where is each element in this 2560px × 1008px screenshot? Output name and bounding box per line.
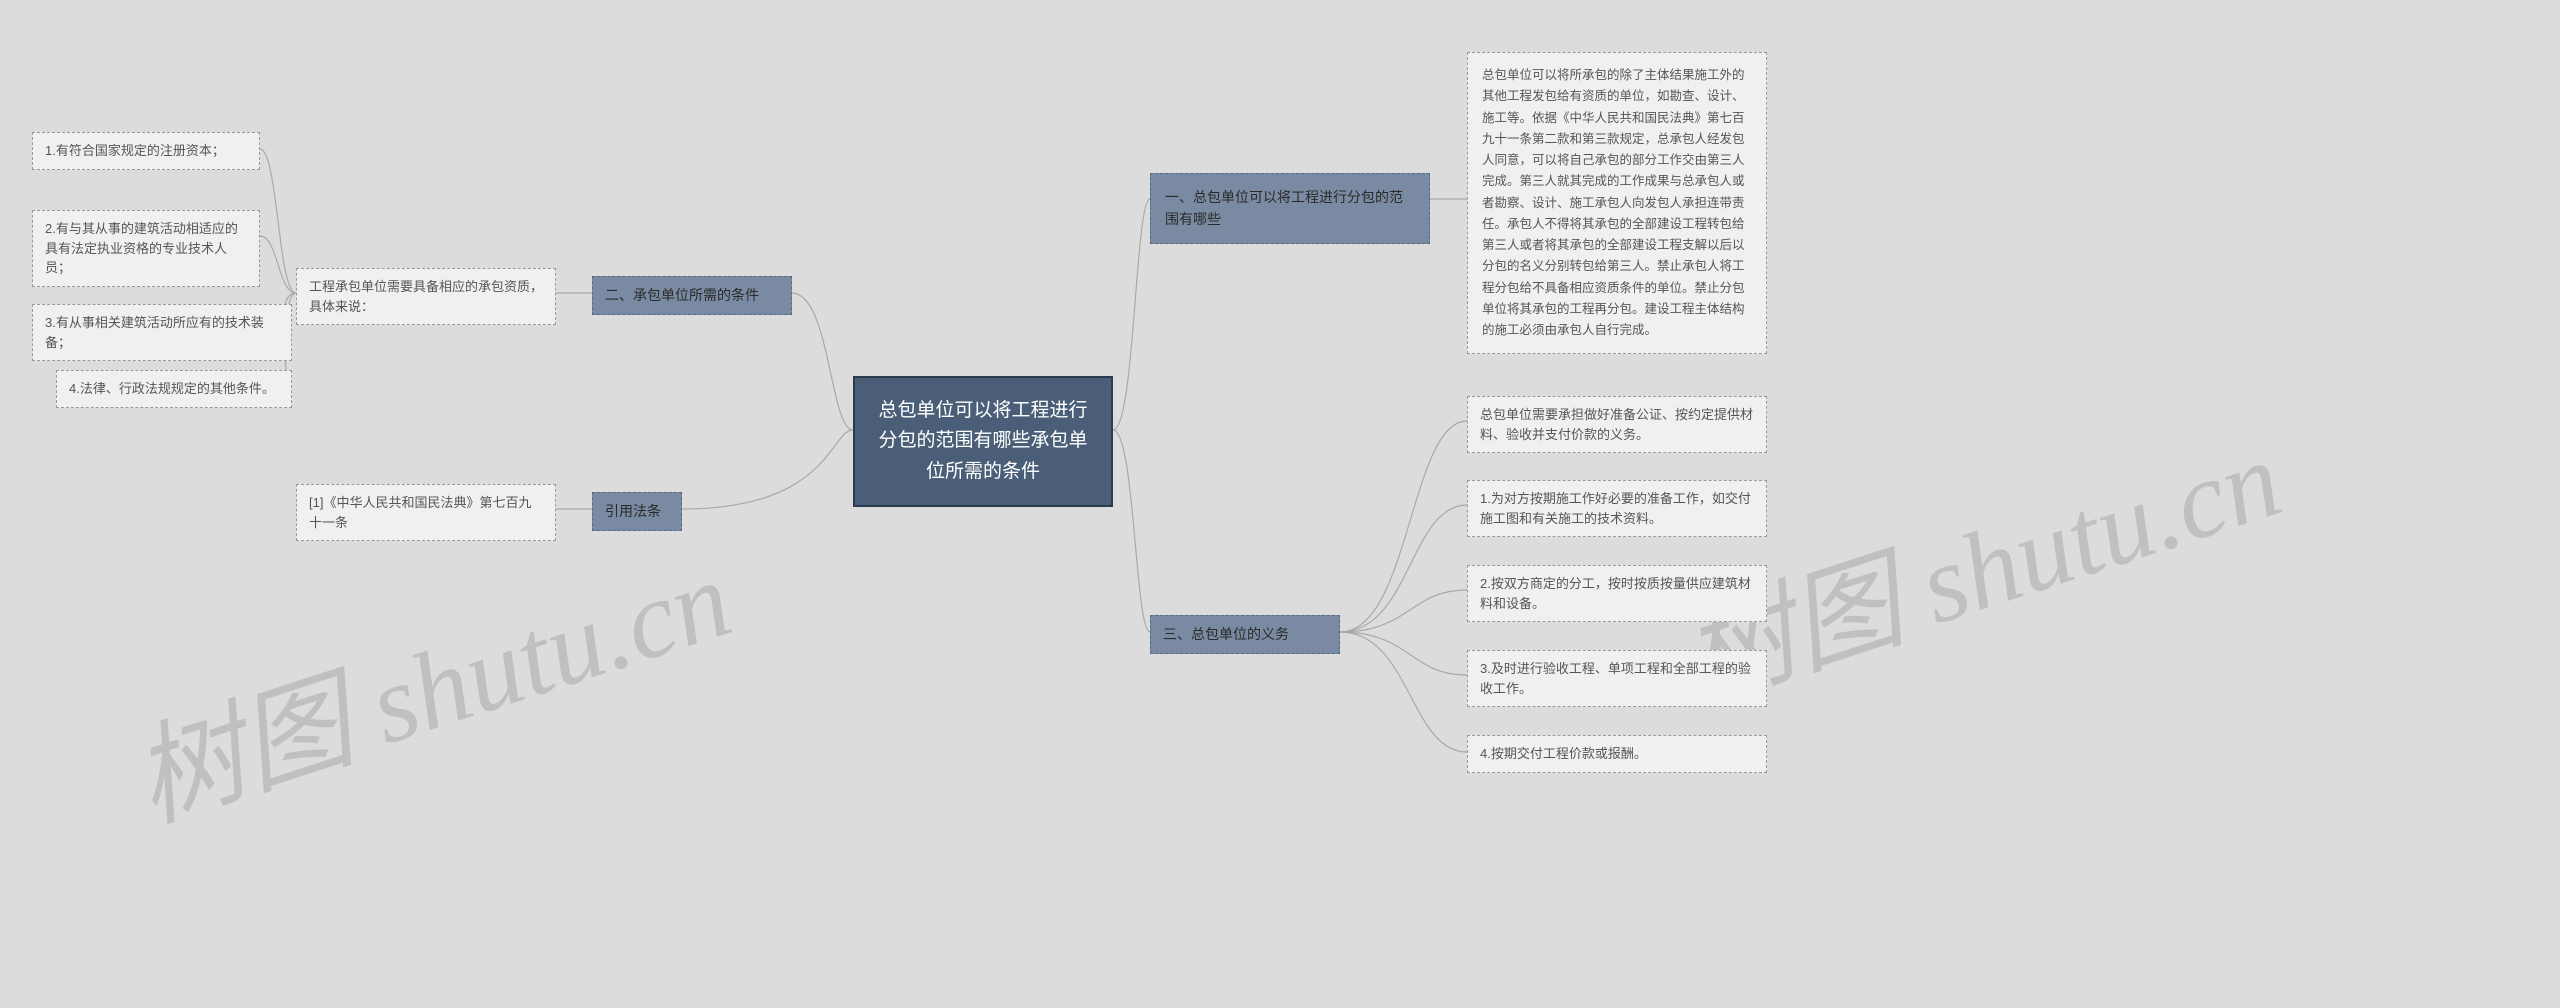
leaf-r3-2-text: 2.按双方商定的分工，按时按质按量供应建筑材料和设备。 xyxy=(1480,576,1751,611)
branch-lref: 引用法条 xyxy=(592,492,682,531)
leaf-lref-1-text: [1]《中华人民共和国民法典》第七百九十一条 xyxy=(309,495,531,530)
leaf-r3-3: 3.及时进行验收工程、单项工程和全部工程的验收工作。 xyxy=(1467,650,1767,707)
leaf-r3-0-text: 总包单位需要承担做好准备公证、按约定提供材料、验收并支付价款的义务。 xyxy=(1480,407,1753,442)
leaf-r3-1-text: 1.为对方按期施工作好必要的准备工作，如交付施工图和有关施工的技术资料。 xyxy=(1480,491,1751,526)
leaf-l2-1: 1.有符合国家规定的注册资本； xyxy=(32,132,260,170)
root-text: 总包单位可以将工程进行 分包的范围有哪些承包单 位所需的条件 xyxy=(878,400,1087,482)
branch-r3: 三、总包单位的义务 xyxy=(1150,615,1340,654)
leaf-r3-4-text: 4.按期交付工程价款或报酬。 xyxy=(1480,746,1647,761)
branch-l2-label: 二、承包单位所需的条件 xyxy=(605,287,759,303)
leaf-l2-3: 3.有从事相关建筑活动所应有的技术装备； xyxy=(32,304,292,361)
branch-r1-label: 一、总包单位可以将工程进行分包的范围有哪些 xyxy=(1165,189,1403,227)
leaf-r1-1-text: 总包单位可以将所承包的除了主体结果施工外的其他工程发包给有资质的单位，如勘查、设… xyxy=(1482,68,1745,337)
leaf-r1-1: 总包单位可以将所承包的除了主体结果施工外的其他工程发包给有资质的单位，如勘查、设… xyxy=(1467,52,1767,354)
leaf-lref-1: [1]《中华人民共和国民法典》第七百九十一条 xyxy=(296,484,556,541)
leaf-l2-2: 2.有与其从事的建筑活动相适应的具有法定执业资格的专业技术人员； xyxy=(32,210,260,287)
leaf-l2-mid: 工程承包单位需要具备相应的承包资质，具体来说： xyxy=(296,268,556,325)
leaf-r3-1: 1.为对方按期施工作好必要的准备工作，如交付施工图和有关施工的技术资料。 xyxy=(1467,480,1767,537)
leaf-l2-mid-text: 工程承包单位需要具备相应的承包资质，具体来说： xyxy=(309,279,543,314)
leaf-l2-4: 4.法律、行政法规规定的其他条件。 xyxy=(56,370,292,408)
branch-r3-label: 三、总包单位的义务 xyxy=(1163,626,1289,642)
branch-lref-label: 引用法条 xyxy=(605,503,661,519)
branch-l2: 二、承包单位所需的条件 xyxy=(592,276,792,315)
leaf-r3-3-text: 3.及时进行验收工程、单项工程和全部工程的验收工作。 xyxy=(1480,661,1751,696)
branch-r1: 一、总包单位可以将工程进行分包的范围有哪些 xyxy=(1150,173,1430,244)
watermark-1: 树图 shutu.cn xyxy=(110,509,746,852)
leaf-l2-3-text: 3.有从事相关建筑活动所应有的技术装备； xyxy=(45,315,264,350)
leaf-l2-2-text: 2.有与其从事的建筑活动相适应的具有法定执业资格的专业技术人员； xyxy=(45,221,238,275)
leaf-r3-4: 4.按期交付工程价款或报酬。 xyxy=(1467,735,1767,773)
leaf-r3-0: 总包单位需要承担做好准备公证、按约定提供材料、验收并支付价款的义务。 xyxy=(1467,396,1767,453)
root-node: 总包单位可以将工程进行 分包的范围有哪些承包单 位所需的条件 xyxy=(853,376,1113,507)
leaf-l2-4-text: 4.法律、行政法规规定的其他条件。 xyxy=(69,381,275,396)
leaf-l2-1-text: 1.有符合国家规定的注册资本； xyxy=(45,143,225,158)
leaf-r3-2: 2.按双方商定的分工，按时按质按量供应建筑材料和设备。 xyxy=(1467,565,1767,622)
